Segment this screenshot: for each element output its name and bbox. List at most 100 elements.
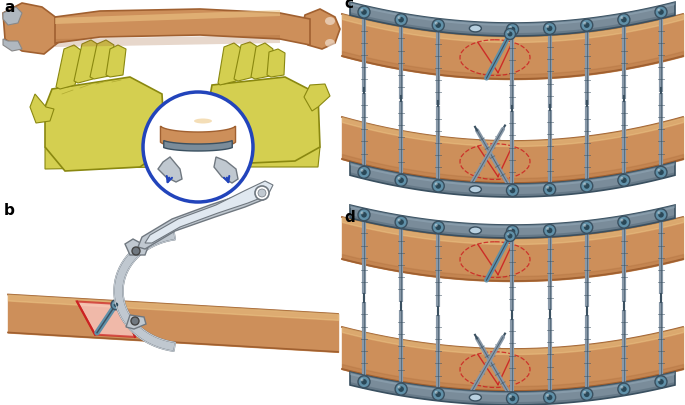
Ellipse shape: [469, 394, 482, 401]
Circle shape: [546, 186, 549, 190]
Polygon shape: [55, 11, 280, 25]
Polygon shape: [74, 41, 99, 84]
Circle shape: [397, 386, 401, 389]
Circle shape: [581, 20, 593, 32]
Circle shape: [544, 23, 556, 35]
Circle shape: [655, 7, 667, 19]
Polygon shape: [350, 372, 675, 395]
Circle shape: [398, 18, 404, 23]
Circle shape: [584, 184, 590, 189]
Circle shape: [258, 190, 266, 198]
Ellipse shape: [469, 227, 482, 234]
Circle shape: [361, 170, 366, 176]
Polygon shape: [350, 372, 675, 405]
Ellipse shape: [469, 26, 482, 33]
Ellipse shape: [194, 119, 212, 124]
Circle shape: [361, 213, 366, 218]
Text: c: c: [344, 0, 353, 11]
Circle shape: [510, 229, 515, 235]
Circle shape: [544, 184, 556, 196]
Circle shape: [398, 220, 404, 225]
Circle shape: [358, 7, 370, 19]
Polygon shape: [56, 46, 82, 90]
Circle shape: [114, 303, 116, 305]
Polygon shape: [350, 163, 675, 198]
Circle shape: [504, 231, 516, 242]
Circle shape: [508, 234, 512, 239]
Polygon shape: [125, 239, 148, 256]
Polygon shape: [350, 215, 675, 239]
Polygon shape: [55, 10, 310, 46]
Polygon shape: [158, 158, 182, 183]
Polygon shape: [106, 46, 126, 78]
Circle shape: [395, 175, 407, 187]
Polygon shape: [45, 78, 165, 172]
Polygon shape: [350, 205, 675, 228]
Circle shape: [506, 392, 519, 405]
Circle shape: [506, 185, 519, 197]
Circle shape: [114, 303, 119, 307]
Circle shape: [621, 17, 623, 20]
Circle shape: [510, 396, 515, 401]
Circle shape: [618, 217, 630, 228]
Circle shape: [132, 247, 140, 256]
Polygon shape: [350, 3, 675, 27]
Circle shape: [506, 24, 519, 36]
Polygon shape: [114, 231, 175, 352]
Circle shape: [658, 378, 660, 382]
Circle shape: [397, 219, 401, 222]
Polygon shape: [350, 205, 675, 239]
Polygon shape: [234, 43, 258, 82]
Circle shape: [509, 228, 512, 231]
Circle shape: [547, 187, 552, 193]
Circle shape: [435, 224, 438, 227]
Circle shape: [435, 183, 438, 186]
Circle shape: [510, 28, 515, 33]
Polygon shape: [138, 185, 270, 249]
Circle shape: [618, 175, 630, 187]
Circle shape: [658, 10, 664, 16]
Polygon shape: [304, 85, 330, 112]
Circle shape: [546, 26, 549, 29]
Circle shape: [361, 379, 366, 385]
Circle shape: [618, 15, 630, 27]
Text: d: d: [344, 209, 355, 224]
Circle shape: [584, 392, 590, 397]
Polygon shape: [251, 44, 273, 80]
Polygon shape: [160, 127, 236, 149]
Polygon shape: [3, 4, 60, 55]
Circle shape: [547, 395, 552, 400]
Circle shape: [509, 188, 512, 190]
Circle shape: [509, 395, 512, 398]
Circle shape: [658, 379, 664, 385]
Circle shape: [547, 27, 552, 32]
Polygon shape: [30, 95, 54, 124]
Circle shape: [398, 178, 404, 183]
Circle shape: [658, 213, 664, 218]
Polygon shape: [126, 315, 146, 329]
Circle shape: [621, 386, 627, 392]
Polygon shape: [3, 8, 22, 26]
Circle shape: [360, 378, 364, 382]
Circle shape: [621, 219, 623, 222]
Polygon shape: [208, 148, 320, 168]
Circle shape: [360, 10, 364, 13]
Circle shape: [432, 388, 445, 400]
Circle shape: [436, 23, 441, 29]
Polygon shape: [90, 41, 114, 80]
Circle shape: [358, 209, 370, 221]
Circle shape: [436, 184, 441, 189]
Circle shape: [655, 209, 667, 221]
Text: a: a: [4, 0, 14, 15]
Circle shape: [658, 212, 660, 215]
Circle shape: [583, 23, 586, 26]
Circle shape: [544, 225, 556, 237]
Ellipse shape: [325, 18, 335, 26]
Polygon shape: [300, 10, 340, 50]
Circle shape: [432, 20, 445, 32]
Circle shape: [358, 167, 370, 179]
Circle shape: [581, 388, 593, 400]
Circle shape: [658, 170, 664, 176]
Polygon shape: [164, 141, 232, 151]
Polygon shape: [350, 13, 675, 37]
